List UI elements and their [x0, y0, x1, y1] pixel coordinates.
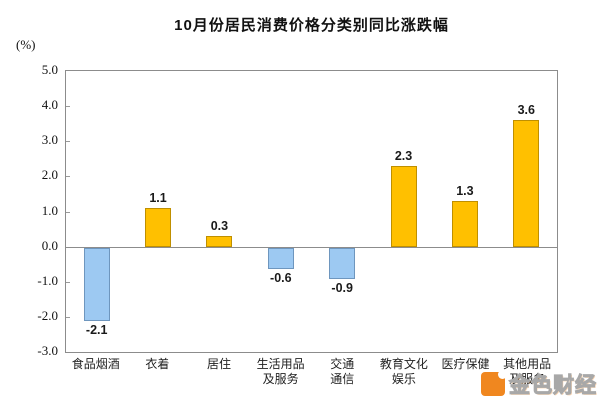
bar-交通通信 [329, 247, 356, 280]
y-tick-mark [66, 281, 70, 283]
y-axis-unit-label: (%) [16, 37, 36, 52]
y-tick-label: 4.0 [41, 97, 58, 113]
bar-居住 [206, 236, 233, 247]
y-tick-label: 2.0 [41, 167, 58, 183]
watermark: 金色财经 [481, 369, 597, 399]
value-label: 0.3 [210, 219, 229, 234]
bar-生活用品及服务 [267, 247, 294, 269]
category-label: 食品烟酒 [71, 357, 120, 371]
bar-教育文化娱乐 [390, 165, 417, 247]
value-label: 3.6 [517, 103, 535, 118]
value-label: -0.9 [331, 281, 353, 296]
y-tick-mark [66, 176, 70, 178]
category-label: 教育文化 娱乐 [379, 357, 428, 386]
value-label: -2.1 [85, 323, 108, 338]
y-tick-mark [66, 316, 70, 318]
y-tick-label: 5.0 [41, 62, 58, 77]
category-label: 其他用品 及服务 [503, 357, 552, 386]
bar-食品烟酒 [83, 247, 110, 322]
value-label: 2.3 [394, 148, 413, 163]
y-tick-label: -3.0 [37, 343, 58, 358]
y-tick-mark [66, 141, 70, 143]
watermark-text: 金色财经 [509, 374, 597, 398]
category-label: 医疗保健 [441, 357, 490, 371]
y-tick-mark [66, 106, 70, 108]
value-label: 1.1 [149, 190, 167, 205]
category-label: 交通 通信 [330, 357, 355, 386]
y-tick-label: -1.0 [37, 272, 58, 288]
bar-其他用品及服务 [513, 120, 540, 247]
jinse-finance-logo-icon [481, 370, 507, 396]
category-label: 生活用品 及服务 [256, 357, 305, 386]
chart-title: 10月份居民消费价格分类别同比涨跌幅 [174, 17, 449, 34]
plot-area: -2.1 1.1 0.3 -0.6 -0.9 2.3 1.3 3.6 [65, 70, 558, 353]
y-tick-label: 1.0 [41, 202, 58, 218]
bar-衣着 [145, 207, 172, 247]
bar-医疗保健 [451, 200, 478, 247]
category-label: 衣着 [145, 357, 170, 371]
zero-baseline [66, 246, 557, 248]
logo-dot [498, 370, 507, 379]
value-label: 1.3 [456, 183, 474, 198]
value-label: -0.6 [270, 270, 292, 285]
category-label: 居住 [207, 357, 232, 371]
y-tick-label: -2.0 [37, 307, 58, 323]
y-tick-label: 0.0 [41, 237, 58, 253]
x-axis-labels: 食品烟酒 衣着 居住 生活用品 及服务 交通 通信 教育文化 娱乐 医疗保健 其他用品 及服务 [65, 357, 558, 387]
y-tick-label: 3.0 [41, 132, 58, 148]
y-tick-mark [66, 211, 70, 213]
